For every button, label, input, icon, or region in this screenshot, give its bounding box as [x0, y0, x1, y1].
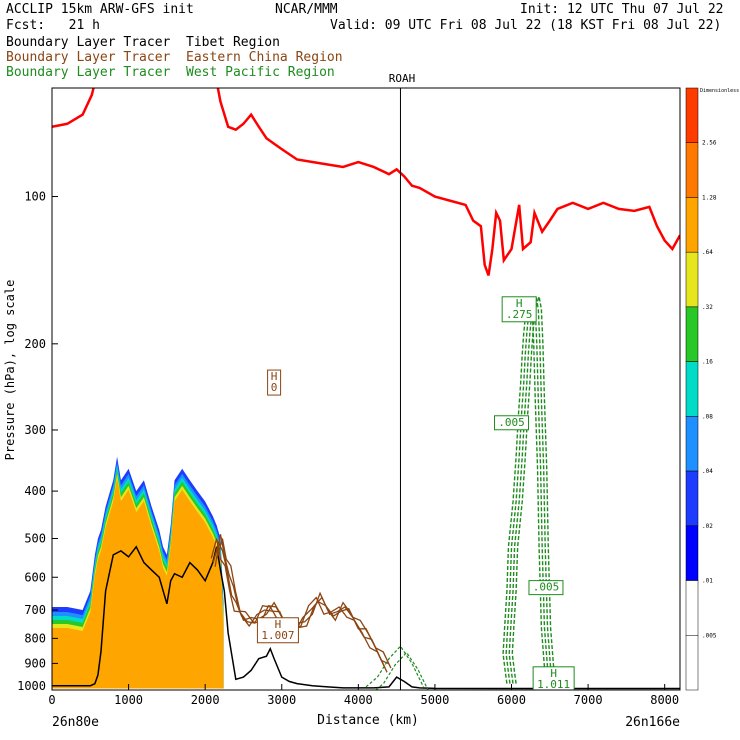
y-tick-label: 300: [24, 423, 46, 437]
colorbar-level-label: 2.56: [702, 140, 717, 147]
eastern-china-label: H: [271, 370, 278, 383]
x-tick-label: 2000: [191, 693, 220, 707]
colorbar-level-label: .01: [702, 578, 713, 585]
eastern-china-contour: [216, 538, 392, 669]
y-tick-label: 900: [24, 656, 46, 670]
colorbar-title: Dimensionless: [700, 88, 739, 94]
colorbar-swatch: [685, 416, 699, 472]
x-axis-title: Distance (km): [317, 713, 419, 728]
west-pacific-label: .005: [533, 581, 560, 594]
west-pacific-label-box: [532, 666, 575, 690]
x-tick-label: 8000: [650, 693, 679, 707]
y-tick-label: 400: [24, 484, 46, 498]
left-endpoint: 26n80e: [52, 715, 99, 730]
colorbar-swatch: [685, 470, 699, 527]
y-tick-label: 600: [24, 570, 46, 584]
forecast-hour: Fcst: 21 h: [6, 18, 100, 33]
colorbar-swatch: [685, 580, 699, 636]
colorbar-swatch: [685, 635, 699, 691]
x-tick-label: 4000: [344, 693, 373, 707]
west-pacific-label-box: [501, 296, 537, 323]
west-pacific-label: H: [550, 667, 557, 680]
colorbar-swatch: [685, 251, 699, 308]
eastern-china-label: H: [275, 618, 282, 631]
eastern-china-label: 0: [271, 381, 278, 394]
colorbar-level-label: .64: [702, 249, 713, 256]
eastern-china-contour: [214, 534, 390, 665]
x-tick-label: 5000: [420, 693, 449, 707]
west-pacific-contour: [502, 296, 546, 684]
y-tick-label: 100: [24, 190, 46, 204]
tibet-tracer-band-orange: [52, 477, 224, 689]
west-pacific-label-box: [494, 415, 530, 431]
colorbar-level-label: .08: [702, 413, 713, 420]
west-pacific-label: .275: [506, 308, 533, 321]
x-tick-label: 7000: [574, 693, 603, 707]
x-tick-label: 0: [48, 693, 55, 707]
valid-time: Valid: 09 UTC Fri 08 Jul 22 (18 KST Fri …: [330, 18, 722, 33]
init-time: Init: 12 UTC Thu 07 Jul 22: [520, 2, 724, 17]
colorbar-level-label: .005: [702, 632, 717, 639]
west-pacific-label: .005: [498, 416, 525, 429]
west-pacific-label: 1.011: [537, 678, 570, 691]
y-tick-label: 200: [24, 337, 46, 351]
source-label: NCAR/MMM: [275, 2, 338, 17]
colorbar-swatch: [685, 87, 699, 143]
colorbar-swatch: [685, 525, 699, 581]
eastern-china-label: 1.007: [261, 629, 294, 642]
west-pacific-contour: [365, 645, 424, 688]
colorbar-swatch: [685, 197, 699, 253]
plot-frame: [51, 87, 681, 691]
colorbar-level-label: .32: [702, 304, 713, 311]
colorbar-level-label: .02: [702, 523, 713, 530]
legend-eastern-china: Boundary Layer Tracer Eastern China Regi…: [6, 50, 343, 65]
colorbar-swatch: [685, 306, 699, 362]
eastern-china-label-box: [267, 369, 282, 396]
y-tick-label: 800: [24, 631, 46, 645]
y-tick-label: 1000: [17, 679, 46, 693]
legend-west-pacific: Boundary Layer Tracer West Pacific Regio…: [6, 65, 335, 80]
right-endpoint: 26n166e: [625, 715, 680, 730]
colorbar-level-label: .04: [702, 468, 713, 475]
x-tick-label: 1000: [114, 693, 143, 707]
terrain-line: [52, 545, 680, 690]
colorbar-level-label: .16: [702, 359, 713, 366]
y-tick-label: 500: [24, 532, 46, 546]
colorbar-swatch: [685, 361, 699, 417]
eastern-china-label-box: [256, 617, 299, 644]
west-pacific-contour: [505, 296, 549, 684]
x-tick-label: 3000: [267, 693, 296, 707]
station-label: ROAH: [389, 72, 416, 85]
y-axis-title: Pressure (hPa), log scale: [3, 280, 17, 461]
west-pacific-label: H: [516, 297, 523, 310]
run-title: ACCLIP 15km ARW-GFS init: [6, 2, 194, 17]
west-pacific-contour: [508, 296, 553, 684]
west-pacific-contour: [511, 296, 556, 684]
x-tick-label: 6000: [497, 693, 526, 707]
colorbar-swatch: [685, 142, 699, 198]
y-tick-label: 700: [24, 603, 46, 617]
west-pacific-label-box: [528, 580, 564, 596]
colorbar-level-label: 1.28: [702, 194, 717, 201]
legend-tibet: Boundary Layer Tracer Tibet Region: [6, 35, 280, 50]
tropopause-line: [52, 88, 680, 276]
